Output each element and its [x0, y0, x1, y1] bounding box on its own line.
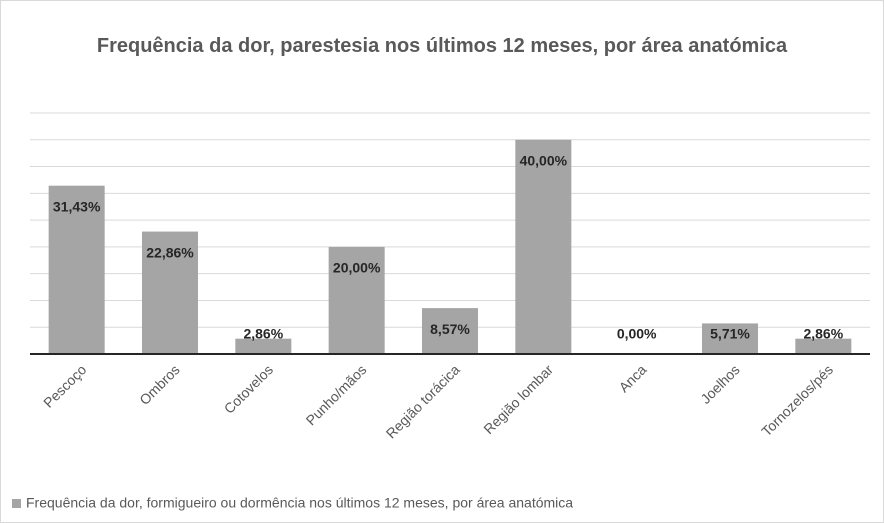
bar — [515, 139, 572, 354]
legend-label: Frequência da dor, formigueiro ou dormên… — [26, 495, 573, 511]
data-label: 31,43% — [53, 198, 101, 214]
x-tick-label: Tornozelos/pés — [758, 361, 836, 439]
bar — [422, 308, 478, 354]
bar — [702, 323, 758, 354]
bar — [142, 231, 198, 354]
x-tick-label: Joelhos — [697, 361, 742, 406]
x-tick-label: Região torácica — [383, 361, 463, 441]
bar — [795, 338, 852, 354]
bar — [235, 338, 292, 354]
bar — [48, 185, 105, 354]
data-label: 20,00% — [333, 260, 381, 276]
data-label: 2,86% — [803, 326, 843, 342]
x-tick-label: Ombros — [136, 361, 183, 408]
data-label: 5,71% — [710, 326, 750, 342]
data-label: 22,86% — [146, 244, 194, 260]
x-tick-label: Cotovelos — [221, 361, 276, 416]
x-tick-label: Punho/mãos — [303, 361, 370, 428]
bar — [328, 246, 385, 354]
data-label: 2,86% — [243, 326, 283, 342]
x-tick-label: Região lombar — [480, 361, 556, 437]
x-tick-label: Pescoço — [40, 361, 89, 410]
legend-swatch — [12, 499, 21, 508]
data-label: 0,00% — [617, 326, 657, 342]
chart-title: Frequência da dor, parestesia nos último… — [96, 35, 788, 57]
x-tick-label: Anca — [616, 361, 650, 395]
data-label: 8,57% — [430, 321, 470, 337]
data-label: 40,00% — [520, 152, 568, 168]
